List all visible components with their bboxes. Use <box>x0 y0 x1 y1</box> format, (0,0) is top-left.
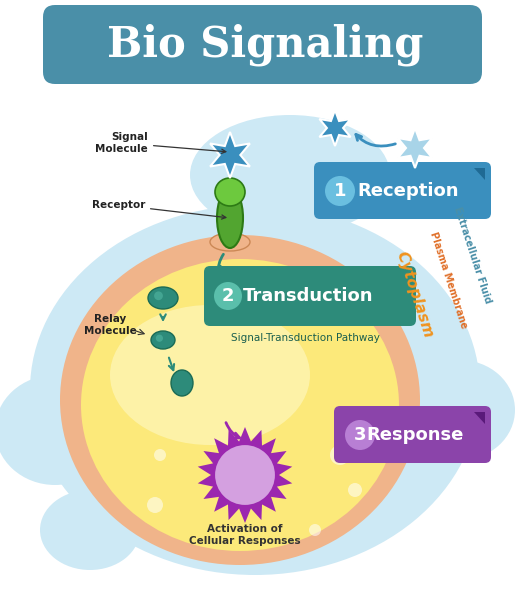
Circle shape <box>348 483 362 497</box>
Ellipse shape <box>151 331 175 349</box>
Circle shape <box>215 445 275 505</box>
Text: Relay
Molecule: Relay Molecule <box>84 314 136 336</box>
Polygon shape <box>474 168 485 180</box>
Text: 3: 3 <box>354 426 366 444</box>
Text: Cytoplasm: Cytoplasm <box>394 250 436 340</box>
Text: Signal
Molecule: Signal Molecule <box>95 132 226 154</box>
Circle shape <box>154 449 166 461</box>
Ellipse shape <box>210 233 250 251</box>
Ellipse shape <box>40 490 140 570</box>
Polygon shape <box>398 128 432 168</box>
Text: Response: Response <box>366 426 464 444</box>
Ellipse shape <box>171 370 193 396</box>
Circle shape <box>309 524 321 536</box>
Text: Receptor: Receptor <box>92 200 226 219</box>
FancyBboxPatch shape <box>43 5 482 84</box>
FancyBboxPatch shape <box>314 162 491 219</box>
Text: 2: 2 <box>222 287 234 305</box>
Text: Transduction: Transduction <box>243 287 373 305</box>
Ellipse shape <box>0 375 115 485</box>
Ellipse shape <box>190 115 390 235</box>
Ellipse shape <box>217 188 243 248</box>
Polygon shape <box>198 427 292 523</box>
Text: Activation of
Cellular Responses: Activation of Cellular Responses <box>189 524 301 546</box>
Circle shape <box>214 282 242 310</box>
Polygon shape <box>474 412 485 424</box>
Circle shape <box>385 410 395 420</box>
Circle shape <box>156 335 163 342</box>
Circle shape <box>330 445 350 465</box>
Text: 1: 1 <box>334 182 346 200</box>
Circle shape <box>154 292 163 300</box>
FancyBboxPatch shape <box>334 406 491 463</box>
FancyBboxPatch shape <box>204 266 416 326</box>
Circle shape <box>325 176 355 206</box>
Text: Reception: Reception <box>357 182 459 200</box>
Polygon shape <box>210 132 250 178</box>
Ellipse shape <box>81 259 399 551</box>
Text: Plasma Membrane: Plasma Membrane <box>428 230 469 329</box>
Ellipse shape <box>30 205 480 575</box>
Polygon shape <box>320 110 350 146</box>
Circle shape <box>345 420 375 450</box>
Text: Signal-Transduction Pathway: Signal-Transduction Pathway <box>231 333 379 343</box>
Ellipse shape <box>60 235 420 565</box>
Text: Extracellular Fluid: Extracellular Fluid <box>452 205 492 305</box>
Ellipse shape <box>110 305 310 445</box>
Ellipse shape <box>148 287 178 309</box>
Ellipse shape <box>405 360 515 460</box>
Circle shape <box>147 497 163 513</box>
Text: Bio Signaling: Bio Signaling <box>107 24 423 66</box>
Ellipse shape <box>215 178 245 206</box>
